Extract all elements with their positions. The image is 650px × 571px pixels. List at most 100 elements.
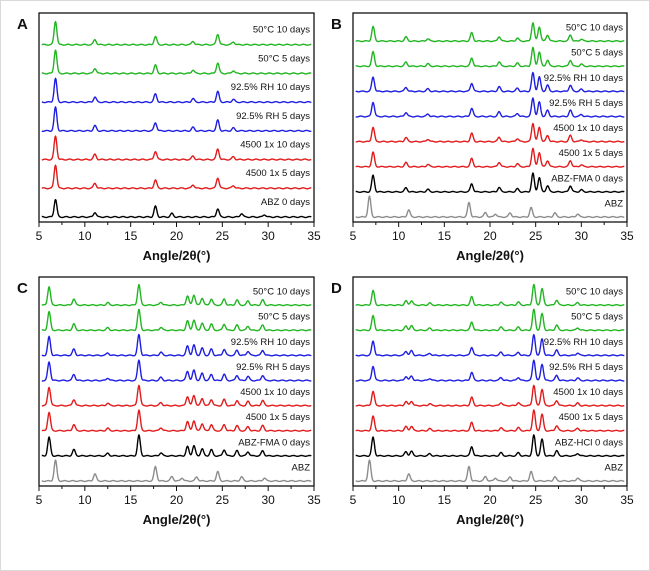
trace-label-50c-5-days: 50°C 5 days (571, 312, 623, 323)
plot-frame (352, 12, 628, 223)
trace-label-4500-1x-5-days: 4500 1x 5 days (246, 168, 311, 179)
x-tick-label: 5 (350, 229, 357, 243)
x-tick-label: 35 (307, 229, 321, 243)
trace-label-50c-10-days: 50°C 10 days (253, 287, 310, 298)
trace-92-5pct-rh-10-days (355, 71, 625, 93)
trace-abz-fma-0-days (41, 434, 312, 457)
trace-abz-fma-0-days (355, 172, 625, 193)
trace-50c-10-days (355, 22, 625, 43)
trace-label-50c-5-days: 50°C 5 days (258, 312, 310, 323)
trace-92-5pct-rh-5-days (41, 106, 312, 132)
x-tick-label: 30 (261, 493, 275, 507)
trace-92-5pct-rh-10-days (41, 77, 312, 104)
trace-92-5pct-rh-5-days (355, 359, 625, 382)
trace-label-4500-1x-5-days: 4500 1x 5 days (246, 412, 311, 423)
x-tick-label: 35 (620, 493, 634, 507)
trace-92-5pct-rh-10-days (355, 333, 625, 357)
trace-label-50c-5-days: 50°C 5 days (571, 48, 623, 59)
trace-50c-10-days (41, 283, 312, 307)
x-axis-label: Angle/2θ(°) (143, 248, 211, 263)
trace-abz-0-days (41, 198, 312, 219)
trace-label-50c-10-days: 50°C 10 days (566, 287, 623, 298)
panel-a: A 50°C 10 days 50°C 5 days 92.5% RH 10 days… (17, 12, 321, 263)
trace-4500-1x-5-days (41, 164, 312, 190)
x-tick-label: 35 (307, 493, 321, 507)
x-tick-label: 25 (529, 493, 543, 507)
x-tick-label: 25 (216, 229, 230, 243)
trace-label-abz: ABZ (605, 462, 624, 473)
plot-frame (38, 276, 315, 487)
x-tick-label: 5 (36, 229, 43, 243)
trace-label-92-5pct-rh-10-days: 92.5% RH 10 days (231, 82, 310, 93)
trace-50c-5-days (355, 46, 625, 68)
x-tick-label: 15 (438, 229, 452, 243)
x-tick-label: 35 (620, 229, 634, 243)
x-tick-label: 10 (392, 229, 406, 243)
plot-frame (352, 276, 628, 487)
x-tick-label: 5 (350, 493, 357, 507)
x-tick-label: 20 (170, 493, 184, 507)
trace-50c-5-days (41, 308, 312, 332)
x-axis-label: Angle/2θ(°) (456, 248, 524, 263)
trace-label-50c-10-days: 50°C 10 days (253, 25, 310, 36)
trace-4500-1x-5-days (41, 409, 312, 432)
trace-label-abz-0-days: ABZ 0 days (261, 197, 310, 208)
panel-letter: C (17, 280, 28, 297)
panel-c: C 50°C 10 days 50°C 5 days 92.5% RH 10 days… (17, 276, 321, 527)
trace-label-4500-1x-5-days: 4500 1x 5 days (559, 412, 624, 423)
trace-label-4500-1x-10-days: 4500 1x 10 days (240, 140, 310, 151)
trace-label-92-5pct-rh-10-days: 92.5% RH 10 days (544, 73, 623, 84)
trace-4500-1x-10-days (355, 384, 625, 407)
x-tick-label: 30 (261, 229, 275, 243)
x-tick-label: 20 (483, 493, 497, 507)
trace-92-5pct-rh-5-days (41, 359, 312, 382)
trace-label-4500-1x-5-days: 4500 1x 5 days (559, 148, 624, 159)
x-tick-label: 10 (78, 229, 92, 243)
x-tick-label: 30 (575, 493, 589, 507)
trace-label-abz-fma-0-days: ABZ-FMA 0 days (551, 173, 623, 184)
trace-label-4500-1x-10-days: 4500 1x 10 days (553, 387, 623, 398)
panel-d: D 50°C 10 days 50°C 5 days 92.5% RH 10 days… (331, 276, 634, 527)
x-tick-label: 15 (124, 229, 138, 243)
trace-abz-hcl-0-days (355, 434, 625, 457)
trace-label-abz-hcl-0-days: ABZ-HCl 0 days (555, 437, 623, 448)
x-axis-label: Angle/2θ(°) (456, 512, 524, 527)
trace-92-5pct-rh-10-days (41, 333, 312, 357)
trace-4500-1x-10-days (41, 384, 312, 407)
trace-4500-1x-5-days (355, 409, 625, 432)
trace-label-50c-5-days: 50°C 5 days (258, 53, 310, 64)
trace-label-92-5pct-rh-5-days: 92.5% RH 5 days (236, 362, 310, 373)
trace-4500-1x-10-days (41, 135, 312, 161)
trace-4500-1x-5-days (355, 147, 625, 168)
x-tick-label: 15 (438, 493, 452, 507)
panel-letter: A (17, 16, 28, 33)
trace-4500-1x-10-days (355, 122, 625, 143)
trace-label-4500-1x-10-days: 4500 1x 10 days (240, 387, 310, 398)
trace-50c-10-days (41, 20, 312, 46)
trace-label-92-5pct-rh-10-days: 92.5% RH 10 days (544, 337, 623, 348)
trace-50c-5-days (355, 308, 625, 332)
x-tick-label: 10 (78, 493, 92, 507)
x-tick-label: 20 (483, 229, 497, 243)
panel-letter: B (331, 16, 342, 33)
panel-letter: D (331, 280, 342, 297)
trace-label-abz: ABZ (292, 462, 311, 473)
trace-label-92-5pct-rh-5-days: 92.5% RH 5 days (549, 98, 623, 109)
x-tick-label: 15 (124, 493, 138, 507)
x-tick-label: 25 (529, 229, 543, 243)
trace-abz (355, 195, 625, 219)
trace-label-92-5pct-rh-10-days: 92.5% RH 10 days (231, 337, 310, 348)
trace-92-5pct-rh-5-days (355, 97, 625, 118)
x-tick-label: 5 (36, 493, 43, 507)
x-axis-label: Angle/2θ(°) (143, 512, 211, 527)
trace-label-92-5pct-rh-5-days: 92.5% RH 5 days (236, 111, 310, 122)
trace-label-50c-10-days: 50°C 10 days (566, 23, 623, 34)
trace-label-abz: ABZ (605, 198, 624, 209)
trace-label-92-5pct-rh-5-days: 92.5% RH 5 days (549, 362, 623, 373)
trace-50c-5-days (41, 49, 312, 75)
x-tick-label: 20 (170, 229, 184, 243)
x-tick-label: 25 (216, 493, 230, 507)
trace-50c-10-days (355, 283, 625, 307)
